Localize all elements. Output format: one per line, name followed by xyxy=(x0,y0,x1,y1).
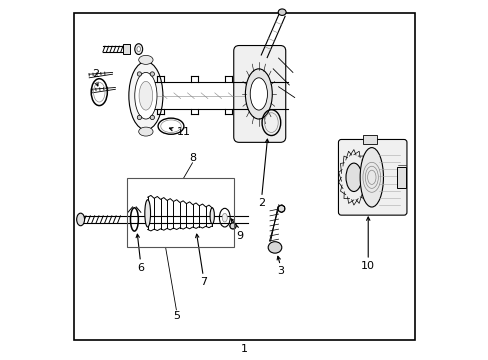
Ellipse shape xyxy=(222,213,227,222)
Ellipse shape xyxy=(139,55,153,64)
FancyBboxPatch shape xyxy=(338,139,406,215)
Ellipse shape xyxy=(128,62,163,130)
Ellipse shape xyxy=(137,46,140,51)
Ellipse shape xyxy=(229,223,236,229)
Text: 9: 9 xyxy=(236,231,243,240)
Ellipse shape xyxy=(278,9,285,15)
Ellipse shape xyxy=(245,69,272,119)
Circle shape xyxy=(150,115,154,120)
Circle shape xyxy=(137,115,142,120)
FancyBboxPatch shape xyxy=(233,45,285,142)
Ellipse shape xyxy=(250,78,267,110)
Ellipse shape xyxy=(346,163,361,192)
Text: 7: 7 xyxy=(199,277,206,287)
Text: 11: 11 xyxy=(176,127,190,136)
Ellipse shape xyxy=(139,81,152,110)
Text: 1: 1 xyxy=(241,344,247,354)
Text: 2: 2 xyxy=(258,198,264,208)
Text: 3: 3 xyxy=(276,266,283,276)
Text: 4: 4 xyxy=(276,206,284,216)
Bar xyxy=(362,135,376,144)
Ellipse shape xyxy=(135,72,157,119)
Ellipse shape xyxy=(135,44,142,54)
Ellipse shape xyxy=(267,242,281,253)
Text: 5: 5 xyxy=(173,311,180,321)
Bar xyxy=(123,44,129,54)
Ellipse shape xyxy=(139,127,153,136)
Bar xyxy=(396,167,405,188)
Bar xyxy=(126,178,234,247)
Text: 10: 10 xyxy=(361,261,374,271)
Ellipse shape xyxy=(210,208,214,224)
Ellipse shape xyxy=(144,200,150,227)
Circle shape xyxy=(150,72,154,76)
Ellipse shape xyxy=(277,205,285,212)
Ellipse shape xyxy=(77,213,84,226)
Text: 6: 6 xyxy=(137,263,143,273)
Circle shape xyxy=(137,72,142,76)
Text: 8: 8 xyxy=(188,153,196,163)
Text: 2: 2 xyxy=(92,69,99,79)
Ellipse shape xyxy=(360,148,383,207)
